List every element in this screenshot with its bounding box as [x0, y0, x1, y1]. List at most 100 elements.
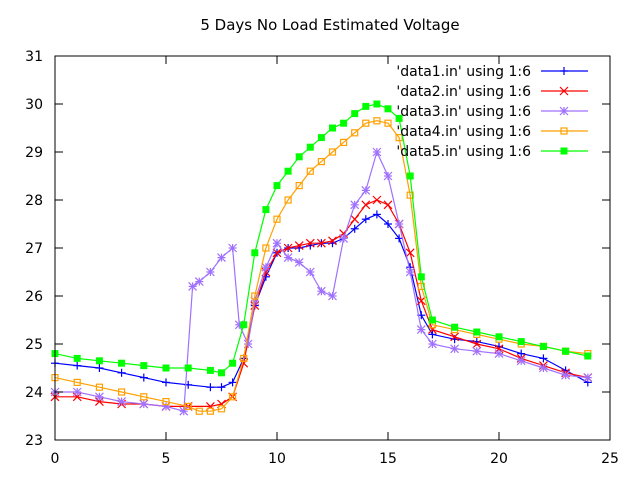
series-3-point: [94, 392, 104, 402]
series-5-point: [317, 134, 325, 142]
series-3-point: [361, 185, 371, 195]
series-5-point: [240, 321, 248, 329]
series-5-point: [251, 249, 259, 257]
series-1-point: [372, 210, 381, 219]
series-2-point: [405, 248, 415, 258]
x-tick-label: 10: [268, 451, 286, 467]
series-4-point: [317, 158, 325, 166]
series-5-point: [395, 114, 403, 122]
series-3-point: [188, 281, 198, 291]
series-3-point: [283, 253, 293, 263]
series-2-point: [361, 200, 371, 210]
series-4-point: [184, 402, 192, 410]
series-5-point: [273, 182, 281, 190]
legend-label: 'data2.in' using 1:6: [396, 84, 531, 100]
series-4-point: [162, 398, 170, 406]
series-3-point: [416, 325, 426, 335]
series-3-point: [205, 267, 215, 277]
series-3-point: [328, 291, 337, 301]
series-4-point: [95, 383, 104, 391]
series-5-point: [473, 328, 481, 336]
series-3: [50, 147, 593, 416]
series-1-point: [117, 368, 126, 377]
series-5-point: [95, 357, 103, 365]
series-1-point: [539, 354, 548, 363]
series-4-point: [206, 407, 214, 415]
series-4-point: [362, 119, 370, 127]
y-tick-label: 27: [25, 241, 43, 257]
series-2-point: [316, 238, 326, 248]
series-5-point: [495, 333, 503, 341]
series-3-point: [561, 370, 571, 380]
series-4-point: [262, 244, 270, 252]
legend-label: 'data4.in' using 1:6: [396, 124, 531, 140]
series-5-point: [428, 316, 436, 324]
series-1-point: [206, 383, 215, 392]
series-3-point: [350, 200, 360, 210]
x-tick-label: 15: [379, 451, 397, 467]
series-4-point: [117, 388, 126, 396]
series-5: [51, 100, 592, 377]
series-5-point: [417, 273, 425, 281]
series-4-point: [217, 405, 226, 413]
legend-entry-1: 'data1.in' using 1:6: [396, 64, 588, 80]
series-1-point: [395, 234, 404, 243]
x-tick-label: 20: [490, 451, 508, 467]
series-3-line: [55, 150, 588, 412]
series-5-point: [140, 362, 148, 370]
y-tick-label: 30: [25, 97, 43, 113]
series-2-point: [350, 214, 360, 224]
legend-label: 'data5.in' using 1:6: [396, 144, 531, 160]
series-3-point: [272, 238, 282, 248]
legend-entry-5: 'data5.in' using 1:6: [396, 144, 588, 160]
series-4-point: [395, 134, 403, 142]
series-4-point: [295, 182, 303, 190]
series-5-point: [184, 364, 192, 372]
series-3-point: [472, 346, 482, 356]
series-3-point: [405, 267, 415, 277]
series-3-point: [179, 406, 189, 416]
y-tick-label: 29: [25, 145, 43, 161]
series-4-point: [351, 129, 359, 137]
series-5-point: [306, 143, 314, 151]
series-4-point: [229, 393, 237, 401]
x-tick-label: 25: [601, 451, 619, 467]
series-2-point: [305, 238, 315, 248]
y-tick-label: 31: [25, 49, 43, 65]
series-3-point: [217, 253, 226, 263]
series-5-point: [284, 167, 292, 175]
series-2-point: [283, 243, 293, 253]
legend-entry-3: 'data3.in' using 1:6: [396, 104, 588, 120]
series-5-point: [295, 153, 303, 161]
series-5-point: [351, 110, 359, 118]
series-5-point: [206, 366, 214, 374]
series-4-line: [54, 120, 588, 412]
legend-label: 'data1.in' using 1:6: [396, 64, 531, 80]
series-5-point: [262, 206, 270, 214]
series-3-point: [494, 349, 504, 359]
series-4-point: [373, 117, 381, 125]
series-3-point: [316, 286, 326, 296]
series-4-point: [195, 407, 203, 415]
series-3-point: [538, 363, 548, 373]
series-5-point: [384, 105, 392, 113]
series-3-point: [294, 257, 304, 267]
legend-entry-2: 'data2.in' using 1:6: [396, 84, 588, 100]
legend-marker: [560, 147, 568, 155]
series-2-point: [328, 236, 337, 246]
x-tick-label: 0: [51, 451, 60, 467]
series-4-point: [251, 292, 259, 300]
series-2-point: [372, 195, 382, 205]
legend-label: 'data3.in' using 1:6: [396, 104, 531, 120]
series-2-point: [416, 296, 426, 306]
series-5-point: [162, 364, 170, 372]
series-1-point: [384, 220, 392, 228]
series-5-point: [329, 124, 336, 132]
series-3-point: [72, 387, 82, 397]
series-3-point: [261, 262, 271, 272]
series-3-point: [139, 399, 149, 409]
series-2-point: [294, 241, 304, 251]
plot-area: [50, 100, 593, 416]
